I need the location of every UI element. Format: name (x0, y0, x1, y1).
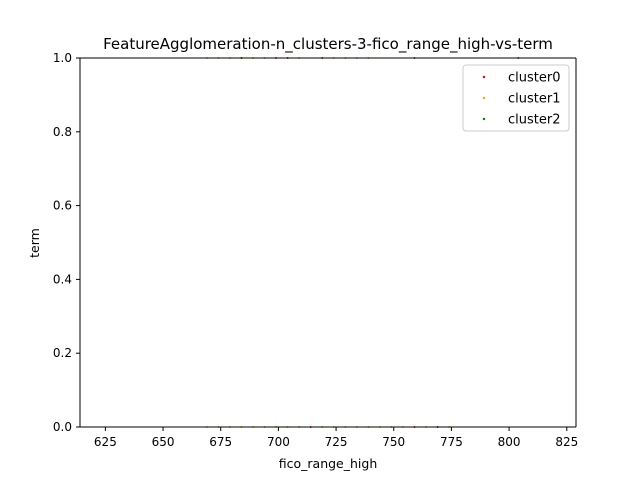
x-tick-label: 700 (267, 435, 290, 449)
legend-marker-cluster0 (482, 75, 486, 79)
y-axis-label: term (27, 228, 42, 258)
y-tick-label: 0.6 (53, 199, 72, 213)
axes-frame (79, 57, 577, 428)
legend-label-cluster2: cluster2 (508, 113, 560, 128)
x-tick-label: 800 (498, 435, 521, 449)
legend-marker-cluster2 (482, 117, 486, 121)
x-tick-label: 625 (94, 435, 117, 449)
legend-frame (462, 64, 570, 132)
y-tick-label: 0.4 (53, 272, 72, 286)
x-axis: 625 650 675 700 725 750 775 800 825 (94, 427, 578, 449)
x-tick-label: 775 (440, 435, 463, 449)
chart-title: FeatureAgglomeration-n_clusters-3-fico_r… (103, 35, 553, 54)
x-tick-label: 725 (325, 435, 348, 449)
y-tick-label: 0.0 (53, 420, 72, 434)
x-axis-label: fico_range_high (279, 456, 378, 471)
x-tick-label: 650 (152, 435, 175, 449)
x-tick-label: 825 (555, 435, 578, 449)
legend: cluster0 cluster1 cluster2 (462, 64, 570, 132)
legend-marker-cluster1 (482, 96, 486, 100)
y-tick-label: 1.0 (53, 51, 72, 65)
x-tick-label: 675 (209, 435, 232, 449)
y-tick-label: 0.2 (53, 346, 72, 360)
y-tick-label: 0.8 (53, 125, 72, 139)
y-axis: 0.0 0.2 0.4 0.6 0.8 1.0 (53, 51, 80, 434)
legend-label-cluster0: cluster0 (508, 71, 560, 86)
x-tick-label: 750 (382, 435, 405, 449)
legend-entries: cluster0 cluster1 cluster2 (482, 71, 560, 128)
legend-label-cluster1: cluster1 (508, 92, 560, 107)
